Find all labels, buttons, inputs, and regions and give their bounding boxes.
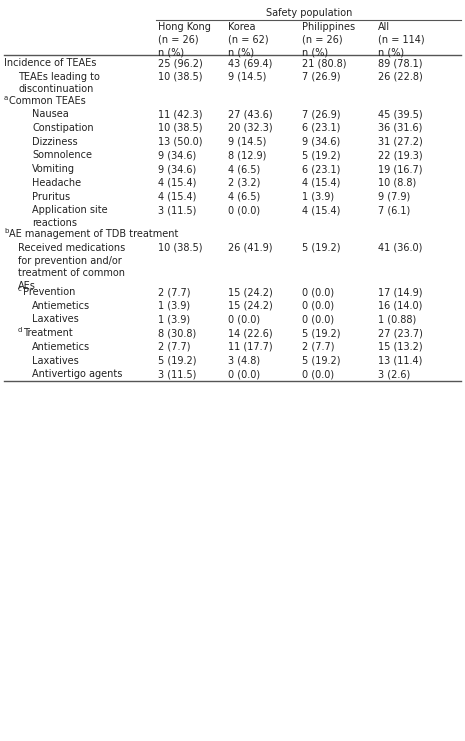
Text: Antiemetics: Antiemetics bbox=[32, 342, 90, 352]
Text: Vomiting: Vomiting bbox=[32, 164, 75, 174]
Text: Common TEAEs: Common TEAEs bbox=[9, 96, 86, 106]
Text: Laxatives: Laxatives bbox=[32, 314, 79, 325]
Text: 0 (0.0): 0 (0.0) bbox=[228, 369, 260, 379]
Text: 15 (24.2): 15 (24.2) bbox=[228, 301, 273, 310]
Text: Pruritus: Pruritus bbox=[32, 191, 70, 202]
Text: 13 (50.0): 13 (50.0) bbox=[158, 136, 202, 147]
Text: Philippines
(n = 26)
n (%): Philippines (n = 26) n (%) bbox=[302, 22, 355, 58]
Text: 2 (3.2): 2 (3.2) bbox=[228, 178, 260, 187]
Text: Antivertigo agents: Antivertigo agents bbox=[32, 369, 122, 379]
Text: 45 (39.5): 45 (39.5) bbox=[378, 110, 423, 119]
Text: AE management of TDB treatment: AE management of TDB treatment bbox=[9, 229, 179, 239]
Text: 4 (6.5): 4 (6.5) bbox=[228, 164, 260, 174]
Text: Antiemetics: Antiemetics bbox=[32, 301, 90, 310]
Text: 5 (19.2): 5 (19.2) bbox=[302, 356, 340, 365]
Text: 36 (31.6): 36 (31.6) bbox=[378, 123, 422, 133]
Text: b: b bbox=[4, 228, 8, 234]
Text: 9 (7.9): 9 (7.9) bbox=[378, 191, 410, 202]
Text: Incidence of TEAEs: Incidence of TEAEs bbox=[4, 58, 96, 68]
Text: 2 (7.7): 2 (7.7) bbox=[302, 342, 334, 352]
Text: 5 (19.2): 5 (19.2) bbox=[158, 356, 197, 365]
Text: 31 (27.2): 31 (27.2) bbox=[378, 136, 423, 147]
Text: 26 (41.9): 26 (41.9) bbox=[228, 243, 272, 253]
Text: 4 (15.4): 4 (15.4) bbox=[158, 178, 196, 187]
Text: 7 (26.9): 7 (26.9) bbox=[302, 72, 340, 82]
Text: c: c bbox=[18, 286, 22, 292]
Text: 0 (0.0): 0 (0.0) bbox=[302, 287, 334, 297]
Text: Received medications
for prevention and/or
treatment of common
AEs: Received medications for prevention and/… bbox=[18, 243, 125, 291]
Text: 9 (34.6): 9 (34.6) bbox=[302, 136, 340, 147]
Text: 89 (78.1): 89 (78.1) bbox=[378, 58, 423, 68]
Text: Somnolence: Somnolence bbox=[32, 150, 92, 160]
Text: 4 (15.4): 4 (15.4) bbox=[158, 191, 196, 202]
Text: Safety population: Safety population bbox=[266, 8, 352, 18]
Text: 0 (0.0): 0 (0.0) bbox=[302, 301, 334, 310]
Text: Prevention: Prevention bbox=[23, 287, 75, 297]
Text: d: d bbox=[18, 328, 22, 333]
Text: 41 (36.0): 41 (36.0) bbox=[378, 243, 422, 253]
Text: 14 (22.6): 14 (22.6) bbox=[228, 328, 272, 338]
Text: 4 (15.4): 4 (15.4) bbox=[302, 205, 340, 215]
Text: 1 (3.9): 1 (3.9) bbox=[302, 191, 334, 202]
Text: 0 (0.0): 0 (0.0) bbox=[228, 205, 260, 215]
Text: 22 (19.3): 22 (19.3) bbox=[378, 150, 423, 160]
Text: 10 (38.5): 10 (38.5) bbox=[158, 72, 202, 82]
Text: 5 (19.2): 5 (19.2) bbox=[302, 243, 340, 253]
Text: 1 (3.9): 1 (3.9) bbox=[158, 314, 190, 325]
Text: a: a bbox=[4, 95, 8, 101]
Text: Nausea: Nausea bbox=[32, 110, 69, 119]
Text: 10 (38.5): 10 (38.5) bbox=[158, 123, 202, 133]
Text: 25 (96.2): 25 (96.2) bbox=[158, 58, 203, 68]
Text: 3 (2.6): 3 (2.6) bbox=[378, 369, 410, 379]
Text: 0 (0.0): 0 (0.0) bbox=[228, 314, 260, 325]
Text: 10 (8.8): 10 (8.8) bbox=[378, 178, 416, 187]
Text: 1 (0.88): 1 (0.88) bbox=[378, 314, 416, 325]
Text: 15 (13.2): 15 (13.2) bbox=[378, 342, 423, 352]
Text: Application site
reactions: Application site reactions bbox=[32, 205, 107, 228]
Text: 9 (14.5): 9 (14.5) bbox=[228, 136, 266, 147]
Text: 27 (43.6): 27 (43.6) bbox=[228, 110, 272, 119]
Text: 16 (14.0): 16 (14.0) bbox=[378, 301, 422, 310]
Text: 0 (0.0): 0 (0.0) bbox=[302, 314, 334, 325]
Text: Hong Kong
(n = 26)
n (%): Hong Kong (n = 26) n (%) bbox=[158, 22, 211, 58]
Text: Korea
(n = 62)
n (%): Korea (n = 62) n (%) bbox=[228, 22, 269, 58]
Text: Headache: Headache bbox=[32, 178, 81, 187]
Text: 7 (26.9): 7 (26.9) bbox=[302, 110, 340, 119]
Text: 1 (3.9): 1 (3.9) bbox=[158, 301, 190, 310]
Text: 0 (0.0): 0 (0.0) bbox=[302, 369, 334, 379]
Text: 3 (4.8): 3 (4.8) bbox=[228, 356, 260, 365]
Text: 2 (7.7): 2 (7.7) bbox=[158, 287, 191, 297]
Text: 20 (32.3): 20 (32.3) bbox=[228, 123, 272, 133]
Text: Treatment: Treatment bbox=[23, 328, 73, 338]
Text: 10 (38.5): 10 (38.5) bbox=[158, 243, 202, 253]
Text: 3 (11.5): 3 (11.5) bbox=[158, 205, 196, 215]
Text: 4 (6.5): 4 (6.5) bbox=[228, 191, 260, 202]
Text: 8 (12.9): 8 (12.9) bbox=[228, 150, 266, 160]
Text: 15 (24.2): 15 (24.2) bbox=[228, 287, 273, 297]
Text: 13 (11.4): 13 (11.4) bbox=[378, 356, 422, 365]
Text: 11 (17.7): 11 (17.7) bbox=[228, 342, 272, 352]
Text: 21 (80.8): 21 (80.8) bbox=[302, 58, 346, 68]
Text: 6 (23.1): 6 (23.1) bbox=[302, 123, 340, 133]
Text: 7 (6.1): 7 (6.1) bbox=[378, 205, 410, 215]
Text: 4 (15.4): 4 (15.4) bbox=[302, 178, 340, 187]
Text: 9 (14.5): 9 (14.5) bbox=[228, 72, 266, 82]
Text: 43 (69.4): 43 (69.4) bbox=[228, 58, 272, 68]
Text: 9 (34.6): 9 (34.6) bbox=[158, 164, 196, 174]
Text: 19 (16.7): 19 (16.7) bbox=[378, 164, 423, 174]
Text: Laxatives: Laxatives bbox=[32, 356, 79, 365]
Text: 6 (23.1): 6 (23.1) bbox=[302, 164, 340, 174]
Text: 3 (11.5): 3 (11.5) bbox=[158, 369, 196, 379]
Text: 11 (42.3): 11 (42.3) bbox=[158, 110, 202, 119]
Text: 2 (7.7): 2 (7.7) bbox=[158, 342, 191, 352]
Text: Dizziness: Dizziness bbox=[32, 136, 78, 147]
Text: All
(n = 114)
n (%): All (n = 114) n (%) bbox=[378, 22, 425, 58]
Text: 26 (22.8): 26 (22.8) bbox=[378, 72, 423, 82]
Text: 27 (23.7): 27 (23.7) bbox=[378, 328, 423, 338]
Text: Constipation: Constipation bbox=[32, 123, 93, 133]
Text: TEAEs leading to
discontinuation: TEAEs leading to discontinuation bbox=[18, 72, 100, 95]
Text: 5 (19.2): 5 (19.2) bbox=[302, 328, 340, 338]
Text: 8 (30.8): 8 (30.8) bbox=[158, 328, 196, 338]
Text: 5 (19.2): 5 (19.2) bbox=[302, 150, 340, 160]
Text: 9 (34.6): 9 (34.6) bbox=[158, 150, 196, 160]
